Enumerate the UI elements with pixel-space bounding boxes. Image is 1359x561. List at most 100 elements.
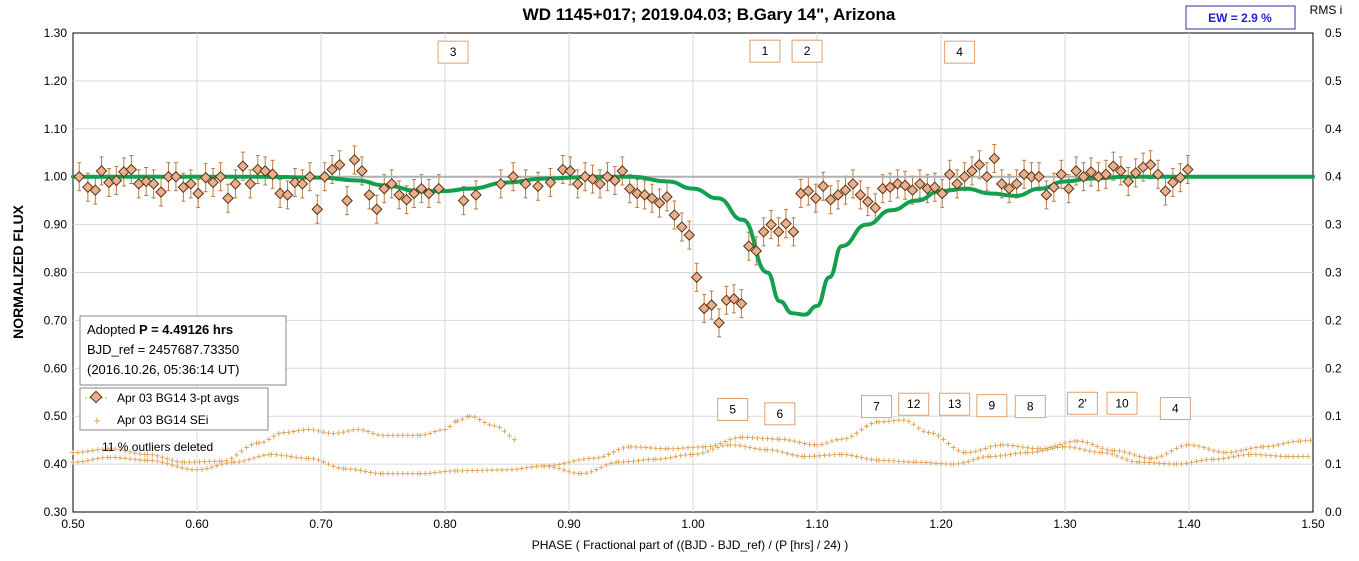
flux-point xyxy=(683,229,696,241)
sei-point xyxy=(1300,453,1306,459)
sei-point xyxy=(802,453,808,459)
sei-point xyxy=(831,452,837,458)
x-tick-label: 0.80 xyxy=(433,517,457,531)
sei-point xyxy=(1122,449,1128,455)
sei-point xyxy=(665,446,671,452)
sei-point xyxy=(464,468,470,474)
sei-point xyxy=(973,448,979,454)
sei-point xyxy=(1216,449,1222,455)
sei-point xyxy=(700,450,706,456)
flux-point xyxy=(653,197,666,209)
sei-point xyxy=(201,459,207,465)
flux-point xyxy=(981,170,993,183)
sei-point xyxy=(288,454,294,460)
sei-point xyxy=(829,438,835,444)
sei-point xyxy=(437,469,443,475)
sei-point xyxy=(680,445,686,451)
flux-point xyxy=(1062,182,1075,195)
sei-point xyxy=(1290,439,1296,445)
sei-point xyxy=(844,435,850,441)
flux-point xyxy=(787,225,800,238)
sei-point xyxy=(268,452,274,458)
flux-point xyxy=(720,294,733,307)
sei-point xyxy=(1169,448,1175,454)
sei-point xyxy=(965,458,971,464)
flux-point xyxy=(1129,167,1142,179)
sei-point xyxy=(648,445,654,451)
sei-point xyxy=(273,452,279,458)
sei-point xyxy=(732,435,738,441)
flux-point xyxy=(1152,168,1164,181)
sei-point xyxy=(854,430,860,436)
flux-point xyxy=(780,217,792,230)
sei-point xyxy=(390,432,396,438)
sei-point xyxy=(911,421,917,427)
sei-point xyxy=(100,446,106,452)
flux-point xyxy=(631,187,643,200)
sei-point xyxy=(812,453,818,459)
sei-point xyxy=(385,471,391,477)
flux-point xyxy=(311,203,324,216)
flux-point xyxy=(199,171,212,184)
flux-point xyxy=(1159,185,1172,197)
sei-point xyxy=(1047,445,1053,451)
sei-point xyxy=(427,470,433,476)
sei-point xyxy=(1062,440,1068,446)
legend-diamond-icon xyxy=(89,390,103,404)
flux-point xyxy=(185,178,197,190)
flux-point xyxy=(757,225,770,238)
flux-point xyxy=(170,170,182,183)
sei-point xyxy=(603,462,609,468)
sei-point xyxy=(132,450,138,456)
flux-point xyxy=(1010,178,1023,190)
sei-point xyxy=(137,451,143,457)
sei-point xyxy=(1188,459,1194,465)
sei-point xyxy=(643,445,649,451)
sei-point xyxy=(1067,439,1073,445)
sei-point xyxy=(1052,443,1058,449)
sei-point xyxy=(511,437,517,443)
info-box: Adopted P = 4.49126 hrs BJD_ref = 245768… xyxy=(79,315,287,386)
sei-point xyxy=(1136,453,1142,459)
flux-point xyxy=(601,170,614,183)
sei-point xyxy=(923,460,929,466)
y-tick-label: 1.20 xyxy=(44,74,68,88)
sei-point xyxy=(459,468,465,474)
sei-point xyxy=(442,469,448,475)
sei-point xyxy=(70,459,76,465)
sei-point xyxy=(1285,440,1291,446)
sei-point xyxy=(955,461,961,467)
sei-point xyxy=(405,432,411,438)
flux-point xyxy=(281,189,294,201)
y-tick-label: 0.80 xyxy=(44,266,68,280)
sei-point xyxy=(144,457,150,463)
sei-point xyxy=(1184,460,1190,466)
flux-point xyxy=(266,168,279,181)
sei-point xyxy=(541,463,547,469)
sei-point xyxy=(154,453,160,459)
sei-point xyxy=(950,461,956,467)
sei-point xyxy=(675,445,681,451)
sei-point xyxy=(340,429,346,435)
flux-point xyxy=(507,170,519,183)
sei-point xyxy=(499,467,505,473)
sei-point xyxy=(722,439,728,445)
sei-point xyxy=(459,416,465,422)
sei-point xyxy=(95,447,101,453)
ew-label: EW = 2.9 % xyxy=(1208,11,1272,25)
sei-point xyxy=(1089,441,1095,447)
sei-point xyxy=(360,427,366,433)
sei-point xyxy=(256,453,262,459)
sei-point xyxy=(717,441,723,447)
flux-point xyxy=(676,221,688,233)
phase-label: 2' xyxy=(1078,396,1087,410)
flux-point xyxy=(1040,189,1053,201)
sei-point xyxy=(1179,461,1185,467)
sei-point xyxy=(606,451,612,457)
sei-point xyxy=(325,430,331,436)
sei-point xyxy=(566,459,572,465)
flux-point xyxy=(929,181,941,194)
sei-point xyxy=(219,461,225,467)
sei-point xyxy=(556,461,562,467)
flux-point xyxy=(162,170,175,183)
